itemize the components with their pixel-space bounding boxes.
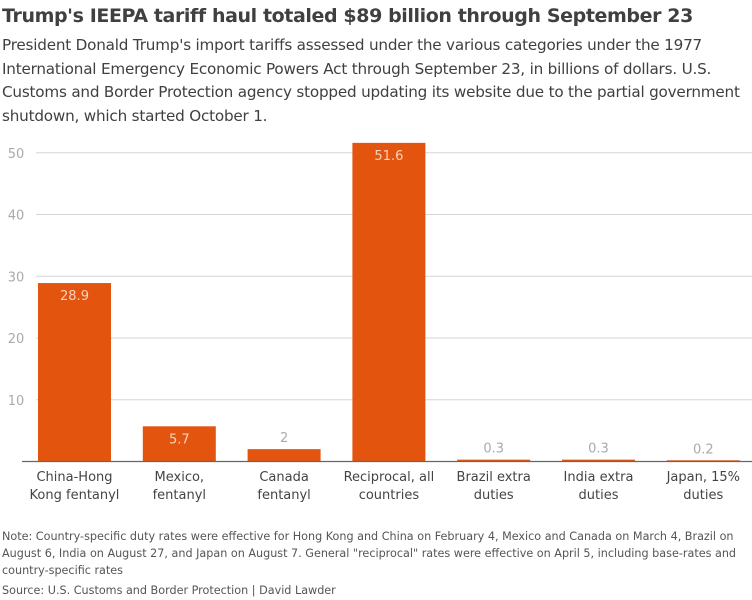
chart-source: Source: U.S. Customs and Border Protecti… <box>2 584 336 597</box>
x-tick-label: India extra <box>564 470 634 485</box>
bar <box>352 142 426 462</box>
x-tick-label: duties <box>579 488 619 503</box>
chart-title: Trump's IEEPA tariff haul totaled $89 bi… <box>2 5 693 27</box>
x-tick-label: Brazil extra <box>457 470 531 485</box>
y-tick-label: 40 <box>8 209 25 224</box>
bar <box>247 449 321 462</box>
x-tick-label: Kong fentanyl <box>30 488 120 503</box>
bar <box>457 459 531 462</box>
data-label: 28.9 <box>60 289 89 304</box>
x-tick-label: fentanyl <box>153 488 206 503</box>
data-label: 0.3 <box>483 442 504 457</box>
y-tick-label: 10 <box>8 394 25 409</box>
x-tick-label: Mexico, <box>155 470 205 485</box>
x-tick-label: Reciprocal, all <box>344 470 435 485</box>
data-label: 51.6 <box>374 149 403 164</box>
y-tick-label: 20 <box>8 332 25 347</box>
x-tick-label: Japan, 15% <box>666 470 740 485</box>
chart-note: Note: Country-specific duty rates were e… <box>2 530 737 577</box>
bar <box>38 283 111 462</box>
y-tick-label: 30 <box>8 270 25 285</box>
data-label: 5.7 <box>169 432 190 447</box>
bar <box>562 459 635 462</box>
data-label: 0.3 <box>588 442 609 457</box>
bar <box>142 426 216 462</box>
x-tick-label: duties <box>474 488 514 503</box>
data-label: 0.2 <box>693 442 714 457</box>
x-tick-label: duties <box>683 488 723 503</box>
x-tick-label: fentanyl <box>257 488 310 503</box>
x-tick-label: Canada <box>259 470 308 485</box>
x-tick-label: countries <box>359 488 420 503</box>
data-label: 2 <box>280 431 288 446</box>
y-tick-label: 50 <box>8 147 25 162</box>
x-tick-label: China-Hong <box>36 470 112 485</box>
chart-subtitle: President Donald Trump's import tariffs … <box>2 36 740 125</box>
bar-chart: 10 20 30 40 50 28.9 China-Hong Kong fentanyl 5.7… <box>8 142 752 503</box>
